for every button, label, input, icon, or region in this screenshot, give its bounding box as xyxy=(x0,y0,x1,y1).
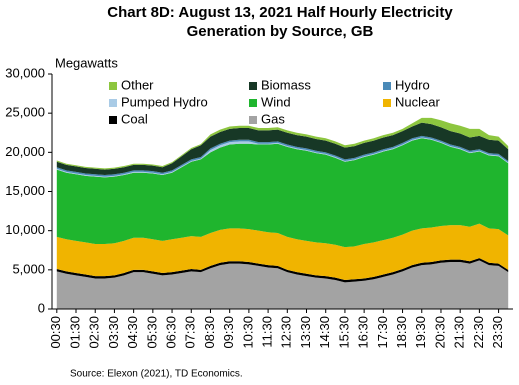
y-tick-label: 20,000 xyxy=(5,144,45,159)
legend-swatch xyxy=(383,82,391,90)
area xyxy=(56,135,509,177)
legend-label: Biomass xyxy=(261,77,311,92)
x-tick-label: 04:30 xyxy=(125,316,140,349)
area xyxy=(56,138,509,248)
y-tick-label: 25,000 xyxy=(5,105,45,120)
chart-title: Chart 8D: August 13, 2021 Half Hourly El… xyxy=(107,4,453,40)
x-tick-label: 00:30 xyxy=(48,316,63,349)
x-tick-label: 05:30 xyxy=(144,316,159,349)
legend-swatch xyxy=(109,82,117,90)
x-tick-label: 14:30 xyxy=(317,316,332,349)
x-tick-label: 13:30 xyxy=(298,316,313,349)
area xyxy=(56,122,509,176)
x-tick-label: 12:30 xyxy=(279,316,294,349)
area xyxy=(56,260,509,309)
y-tick-label: 0 xyxy=(38,300,45,315)
legend-swatch xyxy=(383,99,391,107)
legend-swatch xyxy=(249,116,257,124)
legend-swatch xyxy=(249,99,257,107)
x-tick-label: 21:30 xyxy=(452,316,467,349)
legend-swatch xyxy=(109,99,117,107)
y-tick-label: 5,000 xyxy=(12,261,45,276)
x-tick-label: 01:30 xyxy=(67,316,82,349)
x-tick-label: 08:30 xyxy=(202,316,217,349)
x-tick-label: 07:30 xyxy=(183,316,198,349)
x-tick-label: 03:30 xyxy=(106,316,121,349)
x-tick-label: 10:30 xyxy=(240,316,255,349)
x-tick-label: 09:30 xyxy=(221,316,236,349)
area xyxy=(56,223,509,281)
legend-label: Other xyxy=(121,77,154,92)
legend-label: Pumped Hydro xyxy=(121,94,208,109)
x-tick-label: 02:30 xyxy=(87,316,102,349)
x-tick-label: 23:30 xyxy=(490,316,505,349)
source-note: Source: Elexon (2021), TD Economics. xyxy=(70,369,243,380)
y-tick-label: 10,000 xyxy=(5,222,45,237)
area xyxy=(56,258,509,283)
y-tick-label: 30,000 xyxy=(5,65,45,80)
legend-label: Nuclear xyxy=(395,94,440,109)
legend-label: Wind xyxy=(261,94,291,109)
x-tick-label: 17:30 xyxy=(375,316,390,349)
x-tick-label: 20:30 xyxy=(432,316,447,349)
y-axis-label: Megawatts xyxy=(55,55,118,70)
x-tick-label: 19:30 xyxy=(413,316,428,349)
legend-swatch xyxy=(109,116,117,124)
x-tick-label: 16:30 xyxy=(356,316,371,349)
legend-swatch xyxy=(249,82,257,90)
y-tick-label: 15,000 xyxy=(5,183,45,198)
x-tick-label: 06:30 xyxy=(163,316,178,349)
legend-label: Hydro xyxy=(395,77,430,92)
legend-label: Gas xyxy=(261,111,285,126)
legend-label: Coal xyxy=(121,111,148,126)
x-tick-label: 11:30 xyxy=(260,316,275,348)
x-tick-label: 18:30 xyxy=(394,316,409,349)
x-tick-label: 22:30 xyxy=(471,316,486,349)
x-tick-label: 15:30 xyxy=(336,316,351,349)
